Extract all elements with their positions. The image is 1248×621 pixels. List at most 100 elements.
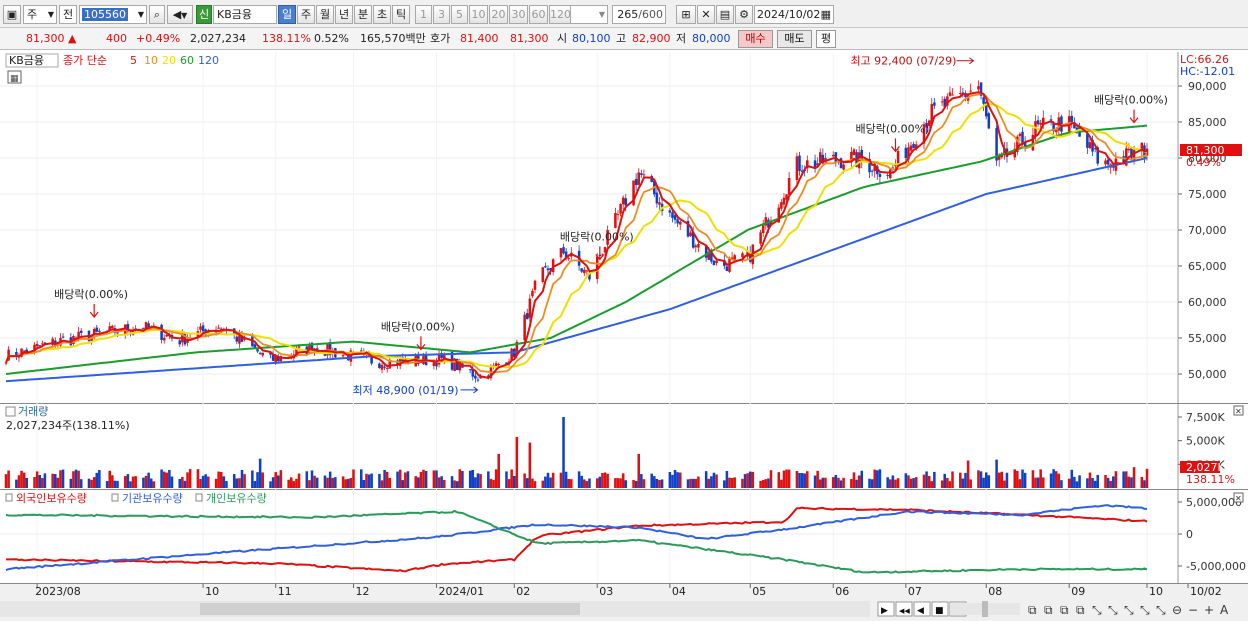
candle-body [634, 178, 638, 185]
volume-bar [131, 476, 135, 488]
period-tab-4[interactable]: 분 [354, 5, 372, 24]
x-tick-label: 02 [516, 585, 530, 598]
rewind-button[interactable] [895, 601, 913, 617]
candle-body [946, 96, 949, 106]
period-tab-5[interactable]: 초 [373, 5, 391, 24]
volume-bar [178, 478, 182, 488]
volume-bar [15, 479, 18, 488]
holdings-legend-marker [195, 493, 203, 502]
candle-body [886, 175, 889, 177]
candle-body [1049, 119, 1053, 121]
volume-bar [22, 472, 26, 488]
candle-body [764, 217, 768, 226]
period-tab-6[interactable]: 틱 [392, 5, 410, 24]
save-button[interactable]: ▤ [716, 5, 734, 24]
layout-icon: ⧉ [1060, 603, 1069, 617]
period-tab-0[interactable]: 일 [278, 5, 296, 24]
period-unit-select[interactable]: 주 ▼ [23, 5, 57, 24]
period-tab-2[interactable]: 월 [316, 5, 334, 24]
text-tool-icon: A [1220, 603, 1229, 617]
stock-code-input[interactable]: 105560 ▼ [79, 5, 147, 24]
volume-bar [331, 477, 335, 488]
volume-bar [769, 470, 773, 488]
price-tick-label: 70,000 [1188, 224, 1227, 237]
volume-bar [914, 477, 918, 488]
candle-body [741, 253, 744, 258]
candle-body [1106, 159, 1110, 165]
candle-body [479, 376, 482, 379]
volume-bar [474, 477, 477, 488]
chart-menu-button[interactable]: ▣ [3, 5, 21, 24]
volume-bar [678, 472, 682, 488]
stop-button[interactable] [931, 601, 949, 617]
volume-pane-close-button[interactable] [1233, 405, 1244, 416]
ma-legend-5: 5 [130, 54, 137, 67]
volume-bar [274, 472, 277, 488]
volume-bar [95, 472, 99, 488]
volume-bar [424, 470, 428, 488]
period-tab-1[interactable]: 주 [297, 5, 315, 24]
search-button[interactable]: ⌕ [149, 5, 165, 24]
candle-body [1091, 139, 1094, 152]
price-change: 400 [106, 32, 127, 45]
volume-bar [144, 475, 148, 488]
view-count-field[interactable]: 265/600 [612, 5, 666, 24]
volume-bar [1132, 467, 1136, 488]
stock-name-field[interactable]: KB금융 [213, 5, 277, 24]
chart-svg[interactable]: 최고 92,400 (07/29) 최저 48,900 (01/19) 배당락(0.… [0, 50, 1248, 621]
candle-body [497, 364, 500, 366]
zoom-slider-thumb[interactable] [982, 601, 988, 617]
interval-tab-5[interactable]: 30 [509, 5, 528, 24]
disk-icon: ▤ [719, 8, 731, 21]
interval-tab-6[interactable]: 60 [529, 5, 548, 24]
date-input[interactable]: 2024/10/02 ▦ [754, 5, 834, 24]
volume-ratio: 138.11% [262, 32, 311, 45]
candle-body [1086, 133, 1089, 148]
play-button[interactable] [877, 601, 895, 617]
volume-bar [1086, 478, 1089, 488]
crosshair-button[interactable]: ✕ [697, 5, 715, 24]
volume-bar [235, 478, 239, 488]
candle-body [987, 113, 991, 129]
candle-body [43, 342, 47, 344]
interval-tab-label: 120 [550, 8, 571, 21]
volume-bar [1073, 476, 1076, 488]
interval-tab-1[interactable]: 3 [433, 5, 450, 24]
ma20-line [5, 102, 1148, 369]
x-tick-label: 04 [672, 585, 686, 598]
interval-tab-0[interactable]: 1 [415, 5, 432, 24]
candle-body [341, 354, 345, 357]
step-back-button[interactable] [913, 601, 931, 617]
candle-body [912, 143, 915, 149]
chart-area[interactable]: 최고 92,400 (07/29) 최저 48,900 (01/19) 배당락(0.… [0, 50, 1248, 621]
volume-bar [634, 480, 638, 488]
holdings-pane-close-button[interactable] [1233, 492, 1244, 503]
interval-tab-3[interactable]: 10 [469, 5, 488, 24]
eval-button[interactable]: 평 [816, 30, 836, 48]
volume-bar [367, 474, 371, 488]
hc-label: HC:-12.01 [1180, 65, 1235, 78]
indicator-button[interactable]: ⊞ [676, 5, 696, 24]
volume-bar [904, 473, 908, 488]
candle-body [419, 361, 423, 363]
prev-button[interactable]: 전 [59, 5, 77, 24]
moving-averages [5, 91, 1148, 383]
sell-button[interactable]: 매도 [777, 30, 812, 48]
volume-pane-toggle[interactable] [5, 406, 16, 417]
interval-tab-2[interactable]: 5 [451, 5, 468, 24]
volume-bar [489, 478, 493, 488]
interval-tab-4[interactable]: 20 [489, 5, 508, 24]
scrollbar-thumb[interactable] [200, 603, 580, 615]
period-tab-3[interactable]: 년 [335, 5, 353, 24]
settings-button[interactable]: ⚙ [735, 5, 753, 24]
candle-body [1075, 127, 1079, 130]
interval-tab-7[interactable]: 120 [549, 5, 571, 24]
volume-bar [767, 478, 770, 488]
sound-button[interactable]: ◀▼ [167, 5, 193, 24]
buy-button[interactable]: 매수 [738, 30, 773, 48]
interval-select[interactable]: ▼ [570, 5, 608, 24]
candle-body [655, 192, 659, 204]
volume-bar [51, 473, 54, 488]
table-toggle-button[interactable] [7, 70, 22, 84]
volume-bar [232, 474, 236, 488]
